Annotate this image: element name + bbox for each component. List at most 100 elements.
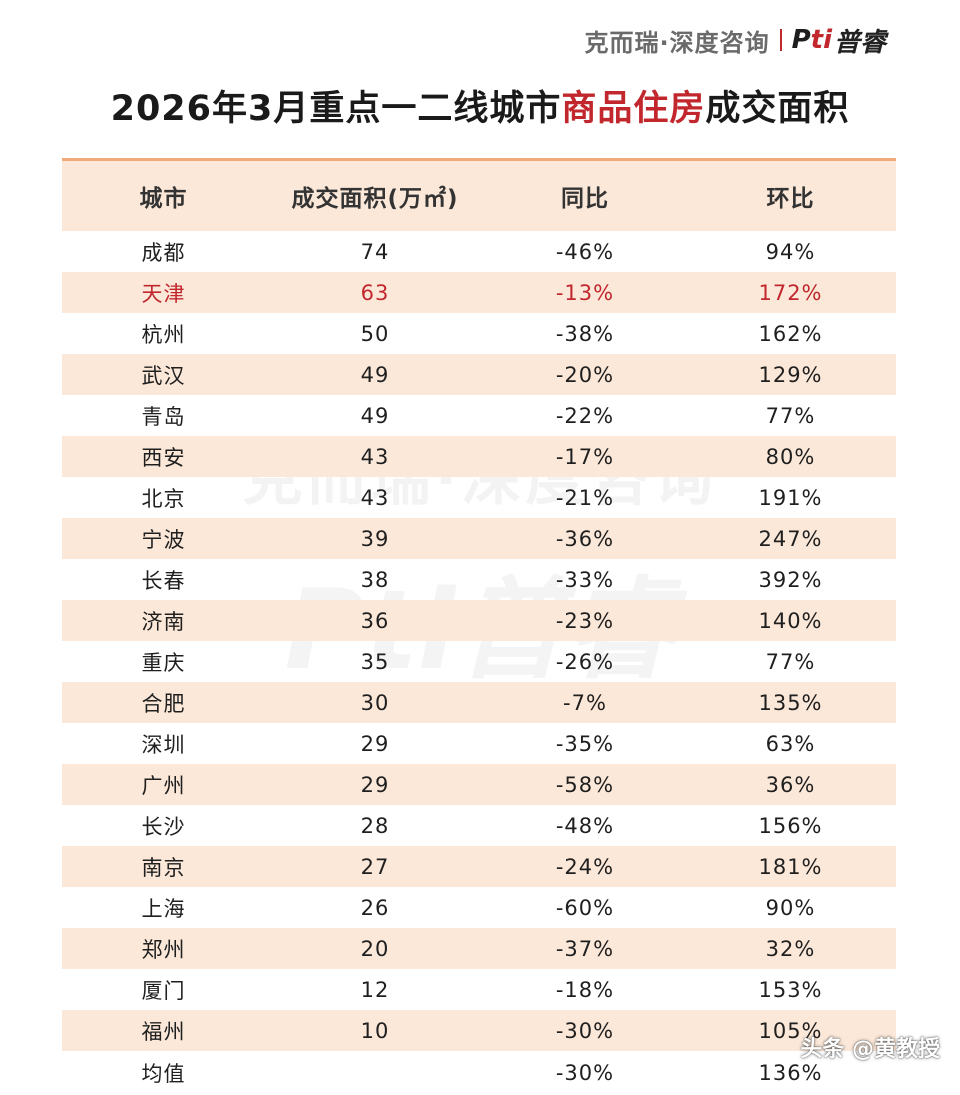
cell-city: 厦门	[141, 978, 186, 1003]
brand-logo-text: 普睿	[833, 27, 886, 58]
cell-city: 重庆	[141, 650, 186, 675]
cell-yoy: -33%	[555, 567, 615, 592]
cell-area: 38	[360, 567, 390, 592]
brand-logo: Pti 普睿	[792, 22, 886, 59]
cell-area: 20	[360, 936, 390, 961]
cell-area: 63	[360, 280, 390, 305]
table-row: 南京 27 -24% 181%	[62, 846, 896, 887]
cell-city: 成都	[141, 240, 186, 265]
cell-area: 49	[360, 403, 390, 428]
cell-yoy: -35%	[555, 731, 615, 756]
title-suffix: 成交面积	[705, 89, 850, 129]
table-row: 重庆 35 -26% 77%	[62, 641, 896, 682]
cell-city: 郑州	[141, 937, 186, 962]
platform-watermark-tag: 头条 @黄教授	[800, 1037, 940, 1062]
cell-mom: 105%	[758, 1018, 823, 1043]
cell-mom: 247%	[758, 526, 823, 551]
cell-mom: 172%	[758, 280, 823, 305]
cell-yoy: -18%	[555, 977, 615, 1002]
table-row: 长春 38 -33% 392%	[62, 559, 896, 600]
cell-area: 12	[360, 977, 390, 1002]
cell-yoy: -21%	[555, 485, 615, 510]
cell-city: 长春	[141, 568, 186, 593]
cell-yoy: -38%	[555, 321, 615, 346]
brand-logo-mark-letter: P	[791, 25, 811, 55]
page-title: 2026年3月重点一二线城市商品住房成交面积	[0, 80, 960, 131]
cell-city: 西安	[141, 445, 186, 470]
cell-mom: 162%	[758, 321, 823, 346]
header-city: 城市	[139, 186, 188, 212]
table-row: 宁波 39 -36% 247%	[62, 518, 896, 559]
cell-city: 北京	[141, 486, 186, 511]
cell-area: 43	[360, 444, 390, 469]
cell-yoy: -13%	[555, 280, 615, 305]
table-row: 杭州 50 -38% 162%	[62, 313, 896, 354]
table-row: 广州 29 -58% 36%	[62, 764, 896, 805]
footer-label: 均值	[141, 1062, 186, 1086]
footer-yoy: -30%	[555, 1061, 615, 1085]
cell-yoy: -20%	[555, 362, 615, 387]
cell-city: 福州	[141, 1019, 186, 1044]
cell-yoy: -37%	[555, 936, 615, 961]
table-row: 西安 43 -17% 80%	[62, 436, 896, 477]
cell-area: 74	[360, 239, 390, 264]
table-body: 成都 74 -46% 94% 天津 63 -13% 172% 杭州 50 -38% 162% 武汉 49 -…	[62, 231, 896, 1051]
cell-yoy: -36%	[555, 526, 615, 551]
cell-area: 50	[360, 321, 390, 346]
cell-mom: 135%	[758, 690, 823, 715]
cell-mom: 191%	[758, 485, 823, 510]
cell-area: 30	[360, 690, 390, 715]
table-row: 福州 10 -30% 105%	[62, 1010, 896, 1051]
cell-mom: 63%	[765, 731, 816, 756]
cell-area: 36	[360, 608, 390, 633]
header-yoy: 同比	[561, 186, 609, 212]
cell-yoy: -23%	[555, 608, 615, 633]
footer-mom: 136%	[758, 1061, 823, 1085]
header-mom: 环比	[766, 186, 815, 212]
cell-city: 广州	[141, 773, 186, 798]
table-row: 天津 63 -13% 172%	[62, 272, 896, 313]
cell-mom: 36%	[765, 772, 816, 797]
cell-mom: 77%	[765, 649, 816, 674]
table-row: 合肥 30 -7% 135%	[62, 682, 896, 723]
table-footer-row: 均值 -30% 136%	[62, 1051, 896, 1095]
cell-yoy: -26%	[555, 649, 615, 674]
cell-city: 合肥	[141, 691, 186, 716]
cell-area: 39	[360, 526, 390, 551]
cell-mom: 90%	[765, 895, 816, 920]
table-row: 武汉 49 -20% 129%	[62, 354, 896, 395]
table-row: 深圳 29 -35% 63%	[62, 723, 896, 764]
cell-area: 29	[360, 731, 390, 756]
header-area: 成交面积(万㎡)	[291, 186, 459, 212]
cell-area: 29	[360, 772, 390, 797]
cell-yoy: -7%	[563, 690, 607, 715]
cell-area: 27	[360, 854, 390, 879]
cell-yoy: -24%	[555, 854, 615, 879]
cell-area: 35	[360, 649, 390, 674]
cell-mom: 156%	[758, 813, 823, 838]
cell-city: 杭州	[141, 322, 186, 347]
cell-city: 青岛	[141, 404, 186, 429]
table-row: 长沙 28 -48% 156%	[62, 805, 896, 846]
cell-area: 26	[360, 895, 390, 920]
table-row: 济南 36 -23% 140%	[62, 600, 896, 641]
cell-mom: 153%	[758, 977, 823, 1002]
brand-logo-mark: Pti	[792, 25, 832, 55]
cell-mom: 140%	[758, 608, 823, 633]
cell-mom: 80%	[765, 444, 816, 469]
cell-city: 上海	[141, 896, 186, 921]
table-header-row: 城市 成交面积(万㎡) 同比 环比	[62, 161, 896, 231]
cell-area: 10	[360, 1018, 390, 1043]
cell-yoy: -48%	[555, 813, 615, 838]
title-prefix: 2026年3月重点一二线城市	[110, 89, 562, 129]
cell-mom: 77%	[765, 403, 816, 428]
cell-yoy: -60%	[555, 895, 615, 920]
table-row: 成都 74 -46% 94%	[62, 231, 896, 272]
cell-yoy: -58%	[555, 772, 615, 797]
cell-city: 武汉	[141, 363, 186, 388]
table-row: 郑州 20 -37% 32%	[62, 928, 896, 969]
cell-city: 天津	[141, 281, 186, 306]
cell-mom: 129%	[758, 362, 823, 387]
cell-area: 43	[360, 485, 390, 510]
cell-mom: 94%	[765, 239, 816, 264]
